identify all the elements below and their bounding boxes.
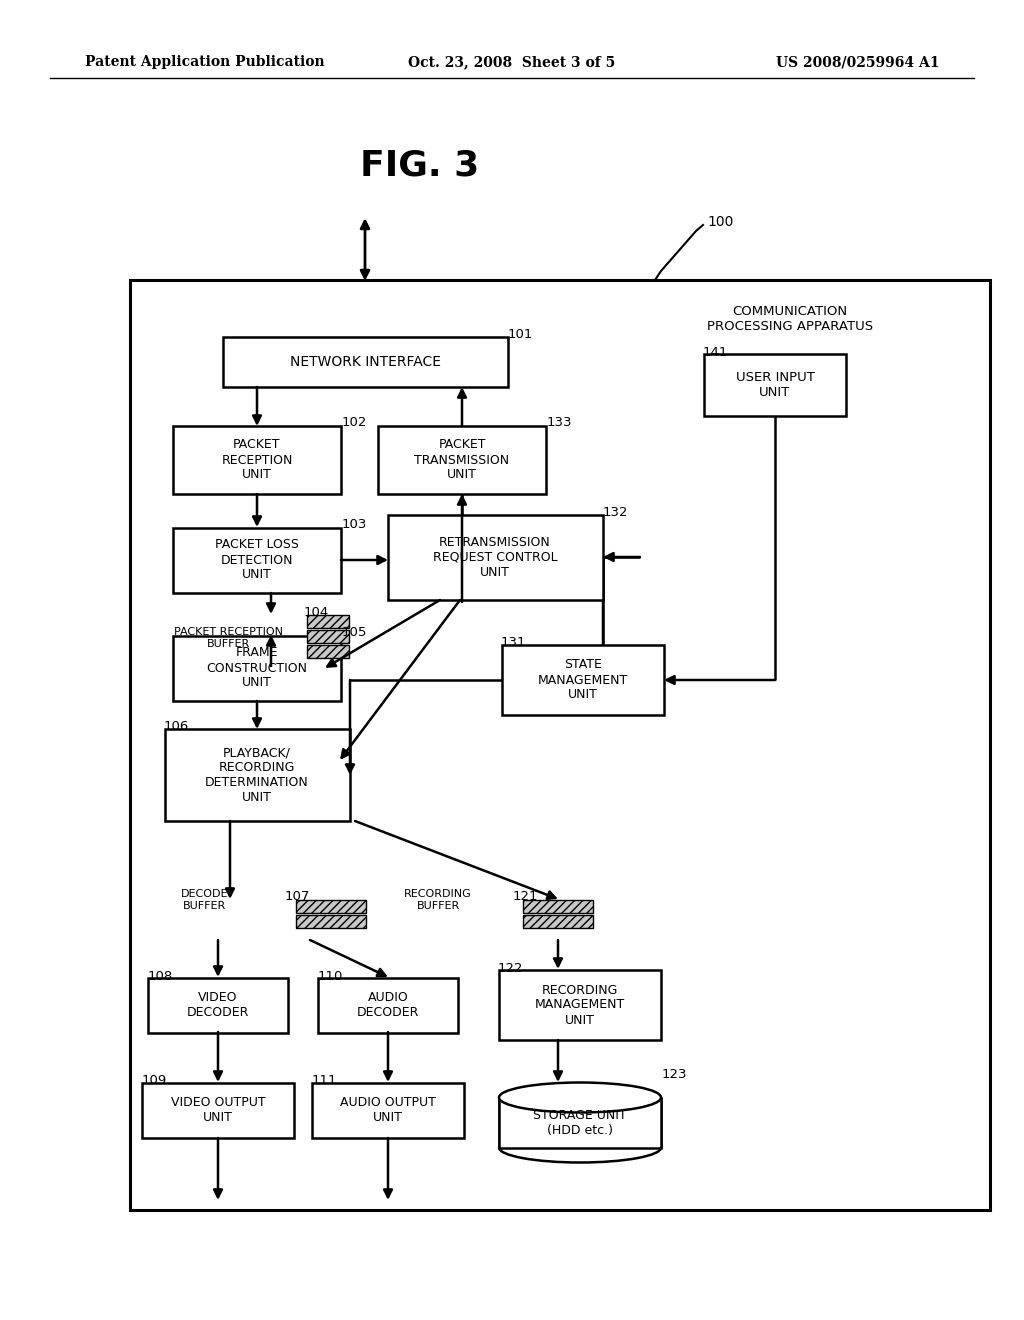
Bar [148, 978, 288, 1032]
Text: PACKET
RECEPTION
UNIT: PACKET RECEPTION UNIT [221, 438, 293, 482]
Text: RECORDING
MANAGEMENT
UNIT: RECORDING MANAGEMENT UNIT [535, 983, 625, 1027]
Text: NETWORK INTERFACE: NETWORK INTERFACE [290, 355, 440, 370]
Bar [307, 615, 349, 628]
Text: 110: 110 [318, 969, 343, 982]
Text: 105: 105 [342, 627, 368, 639]
Bar [307, 630, 349, 643]
Text: PACKET RECEPTION
BUFFER: PACKET RECEPTION BUFFER [174, 627, 283, 649]
Bar [296, 915, 366, 928]
Text: AUDIO OUTPUT
UNIT: AUDIO OUTPUT UNIT [340, 1096, 436, 1125]
Text: Patent Application Publication: Patent Application Publication [85, 55, 325, 69]
Text: 131: 131 [501, 636, 526, 649]
Text: 101: 101 [508, 327, 534, 341]
Text: FRAME
CONSTRUCTION
UNIT: FRAME CONSTRUCTION UNIT [207, 647, 307, 689]
Bar [307, 645, 349, 657]
Text: PACKET LOSS
DETECTION
UNIT: PACKET LOSS DETECTION UNIT [215, 539, 299, 582]
Text: FIG. 3: FIG. 3 [360, 148, 479, 182]
Bar [378, 426, 546, 494]
Text: AUDIO
DECODER: AUDIO DECODER [356, 991, 419, 1019]
Bar [387, 515, 602, 599]
Text: 100: 100 [707, 215, 733, 228]
Bar [173, 528, 341, 593]
Text: Oct. 23, 2008  Sheet 3 of 5: Oct. 23, 2008 Sheet 3 of 5 [409, 55, 615, 69]
Text: PLAYBACK/
RECORDING
DETERMINATION
UNIT: PLAYBACK/ RECORDING DETERMINATION UNIT [205, 746, 309, 804]
Text: 106: 106 [164, 721, 189, 734]
Text: VIDEO
DECODER: VIDEO DECODER [186, 991, 249, 1019]
Text: PACKET
TRANSMISSION
UNIT: PACKET TRANSMISSION UNIT [415, 438, 510, 482]
Text: DECODE
BUFFER: DECODE BUFFER [180, 890, 228, 911]
Text: US 2008/0259964 A1: US 2008/0259964 A1 [776, 55, 940, 69]
Text: 111: 111 [312, 1074, 338, 1088]
Text: 122: 122 [498, 961, 523, 974]
Text: VIDEO OUTPUT
UNIT: VIDEO OUTPUT UNIT [171, 1096, 265, 1125]
Text: 141: 141 [703, 346, 728, 359]
Text: 103: 103 [342, 519, 368, 532]
Text: 107: 107 [285, 891, 310, 903]
Text: 109: 109 [142, 1074, 167, 1088]
Ellipse shape [499, 1082, 662, 1113]
Text: 108: 108 [148, 969, 173, 982]
Text: COMMUNICATION
PROCESSING APPARATUS: COMMUNICATION PROCESSING APPARATUS [707, 305, 873, 333]
Bar [499, 970, 662, 1040]
Text: USER INPUT
UNIT: USER INPUT UNIT [735, 371, 814, 399]
Text: 133: 133 [547, 417, 572, 429]
Bar [130, 280, 990, 1210]
Text: STATE
MANAGEMENT
UNIT: STATE MANAGEMENT UNIT [538, 659, 628, 701]
Bar [173, 426, 341, 494]
Text: RETRANSMISSION
REQUEST CONTROL
UNIT: RETRANSMISSION REQUEST CONTROL UNIT [433, 536, 557, 578]
Bar [499, 1097, 662, 1147]
Text: 102: 102 [342, 417, 368, 429]
Bar [142, 1082, 294, 1138]
Bar [312, 1082, 464, 1138]
Bar [165, 729, 349, 821]
Bar [173, 635, 341, 701]
Bar [523, 915, 593, 928]
Text: 104: 104 [304, 606, 330, 619]
Text: STORAGE UNIT
(HDD etc.): STORAGE UNIT (HDD etc.) [534, 1109, 627, 1137]
Bar [523, 900, 593, 913]
Text: RECORDING
BUFFER: RECORDING BUFFER [404, 890, 472, 911]
Bar [705, 354, 846, 416]
Bar [222, 337, 508, 387]
Bar [296, 900, 366, 913]
Text: 121: 121 [513, 891, 539, 903]
Bar [318, 978, 458, 1032]
Text: 132: 132 [603, 506, 629, 519]
Bar [502, 645, 664, 715]
Text: 123: 123 [662, 1068, 687, 1081]
